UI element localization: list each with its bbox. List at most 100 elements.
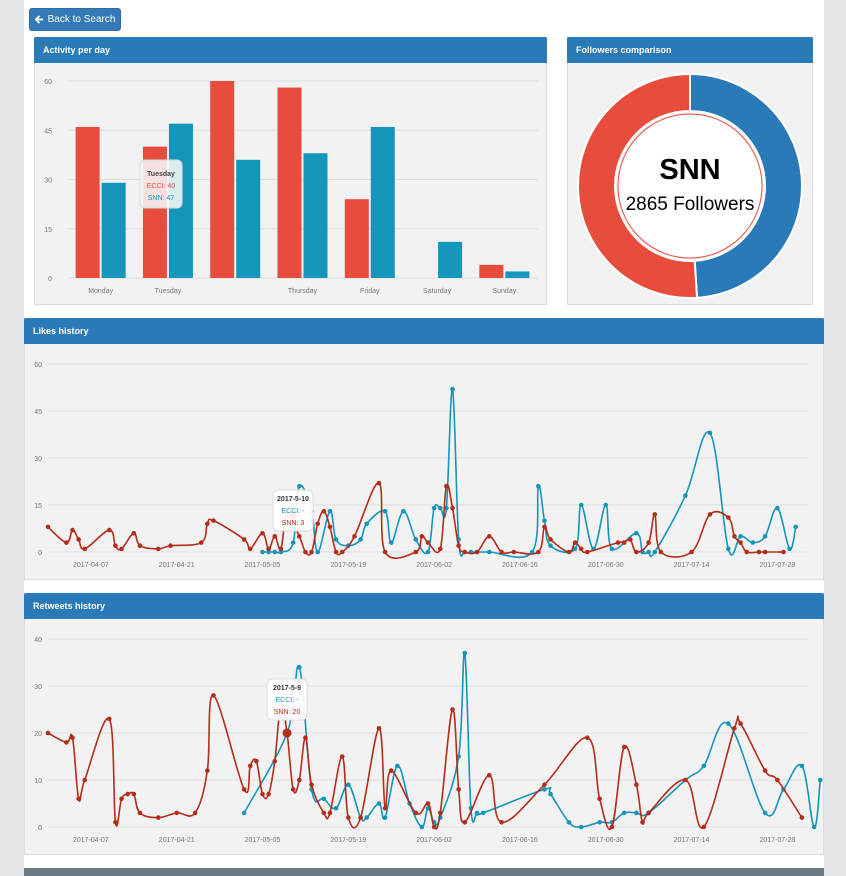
data-point-ecci[interactable] xyxy=(278,546,284,552)
data-point-ecci[interactable] xyxy=(585,735,590,740)
donut-slice-snn[interactable] xyxy=(689,72,803,299)
data-point-ecci[interactable] xyxy=(260,791,265,797)
data-point-snn[interactable] xyxy=(296,483,302,489)
data-point-ecci[interactable] xyxy=(315,521,320,527)
data-point-snn[interactable] xyxy=(750,540,756,545)
data-point-ecci[interactable] xyxy=(376,726,382,731)
data-point-snn[interactable] xyxy=(388,540,394,545)
data-point-ecci[interactable] xyxy=(615,540,621,545)
data-point-ecci[interactable] xyxy=(738,540,743,545)
bar-snn[interactable] xyxy=(101,182,126,278)
data-point-ecci[interactable] xyxy=(486,773,492,778)
data-point-ecci[interactable] xyxy=(762,768,768,773)
data-point-ecci[interactable] xyxy=(627,537,633,542)
data-point-ecci[interactable] xyxy=(82,777,88,783)
data-point-ecci[interactable] xyxy=(413,810,419,816)
data-point-ecci[interactable] xyxy=(388,768,394,773)
data-point-ecci[interactable] xyxy=(431,824,437,830)
data-point-ecci[interactable] xyxy=(45,730,51,736)
data-point-ecci[interactable] xyxy=(125,791,130,797)
data-point-snn[interactable] xyxy=(480,810,486,816)
data-point-snn[interactable] xyxy=(707,430,713,436)
data-point-snn[interactable] xyxy=(542,787,547,792)
data-point-ecci[interactable] xyxy=(462,820,468,825)
data-point-ecci[interactable] xyxy=(450,505,455,511)
data-point-ecci[interactable] xyxy=(456,787,461,792)
data-point-ecci[interactable] xyxy=(119,796,124,802)
data-point-snn[interactable] xyxy=(646,549,651,555)
bar-snn[interactable] xyxy=(438,241,463,278)
data-point-ecci[interactable] xyxy=(168,543,173,549)
data-point-snn[interactable] xyxy=(358,537,363,542)
data-point-ecci[interactable] xyxy=(205,521,210,527)
data-point-ecci[interactable] xyxy=(425,801,431,806)
data-point-ecci[interactable] xyxy=(266,546,271,552)
data-point-snn[interactable] xyxy=(315,549,320,555)
data-point-snn[interactable] xyxy=(241,810,247,816)
data-point-ecci[interactable] xyxy=(131,791,137,797)
data-point-ecci[interactable] xyxy=(296,534,302,539)
data-point-snn[interactable] xyxy=(486,549,492,555)
data-point-ecci[interactable] xyxy=(156,815,161,820)
donut-slice-ecci[interactable] xyxy=(577,72,699,299)
data-point-snn[interactable] xyxy=(419,824,425,830)
data-point-snn[interactable] xyxy=(548,791,553,797)
data-point-ecci[interactable] xyxy=(327,810,333,816)
data-point-ecci[interactable] xyxy=(548,537,553,542)
data-point-snn[interactable] xyxy=(578,824,584,830)
data-point-ecci[interactable] xyxy=(119,546,124,552)
data-point-ecci[interactable] xyxy=(192,810,198,816)
data-point-ecci[interactable] xyxy=(70,527,75,533)
data-point-ecci[interactable] xyxy=(247,763,253,769)
data-point-snn[interactable] xyxy=(597,820,602,825)
data-point-ecci[interactable] xyxy=(775,777,780,783)
data-point-ecci[interactable] xyxy=(309,782,314,787)
data-point-ecci[interactable] xyxy=(566,549,572,555)
data-point-snn[interactable] xyxy=(272,549,278,555)
bar-ecci[interactable] xyxy=(210,81,235,278)
data-point-snn[interactable] xyxy=(450,386,455,392)
data-point-ecci[interactable] xyxy=(756,549,762,555)
data-point-ecci[interactable] xyxy=(382,805,388,811)
data-point-ecci[interactable] xyxy=(634,782,639,787)
data-point-ecci[interactable] xyxy=(272,534,278,539)
data-point-ecci[interactable] xyxy=(327,524,333,530)
data-point-snn[interactable] xyxy=(333,537,339,542)
data-point-snn[interactable] xyxy=(327,508,333,514)
data-point-snn[interactable] xyxy=(296,664,302,670)
data-point-ecci[interactable] xyxy=(64,740,69,745)
data-point-snn[interactable] xyxy=(701,763,707,769)
data-point-ecci[interactable] xyxy=(701,824,707,830)
data-point-ecci[interactable] xyxy=(621,744,627,750)
data-point-snn[interactable] xyxy=(787,546,792,552)
data-point-snn[interactable] xyxy=(321,796,327,802)
data-point-snn[interactable] xyxy=(382,815,388,820)
data-point-ecci[interactable] xyxy=(683,777,688,783)
data-point-snn[interactable] xyxy=(762,534,768,539)
bar-snn[interactable] xyxy=(303,153,328,278)
data-point-ecci[interactable] xyxy=(726,515,731,520)
data-point-ecci[interactable] xyxy=(462,549,468,555)
data-point-ecci[interactable] xyxy=(339,754,345,759)
data-point-snn[interactable] xyxy=(621,810,627,816)
data-point-snn[interactable] xyxy=(333,805,339,811)
data-point-snn[interactable] xyxy=(609,546,615,552)
data-point-ecci[interactable] xyxy=(499,549,504,555)
data-point-ecci[interactable] xyxy=(744,549,750,555)
bar-snn[interactable] xyxy=(236,159,261,278)
data-point-snn[interactable] xyxy=(437,505,443,511)
data-point-snn[interactable] xyxy=(376,801,382,806)
data-point-ecci[interactable] xyxy=(597,796,602,802)
data-point-snn[interactable] xyxy=(799,763,805,769)
data-point-ecci[interactable] xyxy=(76,796,81,802)
data-point-snn[interactable] xyxy=(542,518,547,523)
data-point-snn[interactable] xyxy=(431,505,437,511)
data-point-ecci[interactable] xyxy=(82,546,88,552)
data-point-snn[interactable] xyxy=(738,534,743,539)
data-point-ecci[interactable] xyxy=(621,540,627,545)
data-point-ecci[interactable] xyxy=(352,534,357,539)
data-point-ecci[interactable] xyxy=(241,537,247,542)
data-point-ecci[interactable] xyxy=(738,721,743,726)
data-point-snn[interactable] xyxy=(578,502,584,508)
data-point-ecci[interactable] xyxy=(799,815,805,820)
